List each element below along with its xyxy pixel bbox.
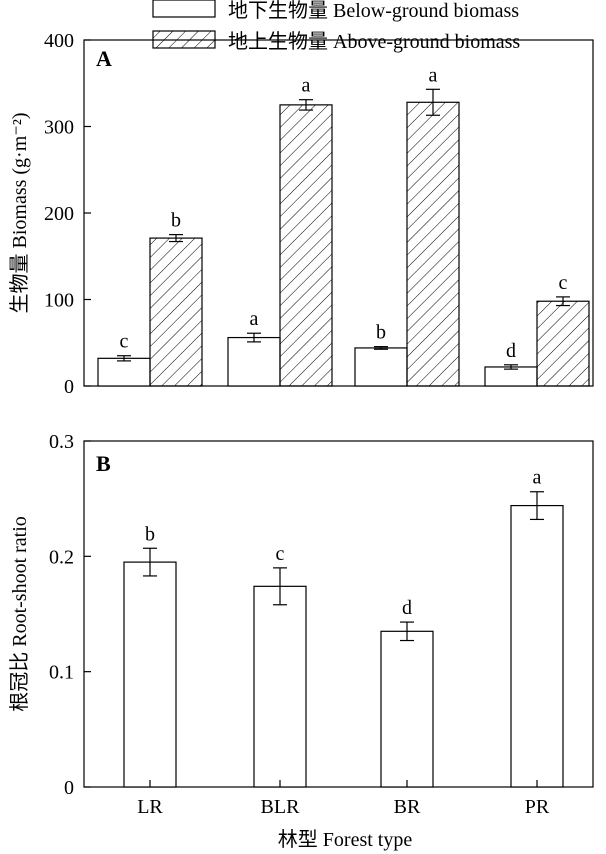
- panel-a: A 生物量 Biomass (g·m⁻²) 0 100 200 300 400 c a b d…: [8, 30, 594, 398]
- y-tick-label: 0: [64, 777, 74, 799]
- significance-letter: d: [506, 340, 516, 362]
- bar-ratio-BLR: [253, 585, 307, 788]
- bar-ratio-PR: [510, 504, 564, 788]
- bar-below-PR: [484, 366, 538, 387]
- y-tick-label: 0.2: [49, 546, 74, 568]
- significance-letter: a: [429, 64, 438, 86]
- y-tick-label: 200: [44, 203, 74, 225]
- y-tick-label: 100: [44, 290, 74, 312]
- y-tick-label: 300: [44, 117, 74, 139]
- panel-a-y-ticks: 0 100 200 300 400: [44, 30, 91, 398]
- bar-above-PR: [536, 300, 590, 387]
- bar-below-BR: [354, 347, 408, 387]
- y-tick-label: 0: [64, 376, 74, 398]
- bar-above-LR: [149, 237, 203, 387]
- x-tick-label-BLR: BLR: [261, 796, 301, 818]
- x-tick-label-BR: BR: [394, 796, 421, 818]
- significance-letter: c: [559, 272, 568, 294]
- x-tick-label-PR: PR: [525, 796, 550, 818]
- y-tick-label: 400: [44, 30, 74, 52]
- bar-below-BLR: [227, 336, 281, 387]
- legend: 地下生物量 Below-ground biomass 地上生物量 Above-g…: [152, 0, 520, 53]
- bar-above-BR: [406, 101, 460, 387]
- y-tick-label: 0.1: [49, 662, 74, 684]
- significance-letter: c: [276, 543, 285, 565]
- panel-a-bars: c a b d b a a c: [97, 64, 590, 387]
- panel-b-y-axis-label: 根冠比 Root-shoot ratio: [8, 516, 31, 712]
- significance-letter: b: [171, 210, 181, 232]
- significance-letter: a: [533, 467, 542, 489]
- significance-letter: b: [145, 523, 155, 545]
- x-axis-label: 林型 Forest type: [278, 828, 413, 851]
- bar-ratio-BR: [380, 630, 434, 788]
- legend-swatch-below: [152, 0, 216, 18]
- bar-below-LR: [97, 357, 151, 387]
- legend-label-above: 地上生物量 Above-ground biomass: [228, 30, 520, 53]
- panel-a-label: A: [96, 46, 112, 71]
- panel-b-bars: b c d a: [123, 467, 564, 788]
- panel-b-label: B: [96, 451, 111, 476]
- y-tick-label: 0.3: [49, 431, 74, 453]
- significance-letter: a: [250, 308, 259, 330]
- bar-ratio-LR: [123, 561, 177, 788]
- x-tick-label-LR: LR: [137, 796, 163, 818]
- panel-b-x-ticks: LR BLR BR PR: [137, 780, 550, 818]
- panel-b-y-ticks: 0 0.1 0.2 0.3: [49, 431, 91, 799]
- significance-letter: a: [302, 75, 311, 97]
- panel-b: B 根冠比 Root-shoot ratio 0 0.1 0.2 0.3 b c d a L…: [8, 431, 594, 851]
- significance-letter: d: [402, 597, 412, 619]
- panel-a-y-axis-label: 生物量 Biomass (g·m⁻²): [8, 113, 31, 314]
- legend-label-below: 地下生物量 Below-ground biomass: [228, 0, 519, 22]
- panel-b-frame: [83, 440, 594, 788]
- significance-letter: c: [120, 331, 129, 353]
- significance-letter: b: [376, 322, 386, 344]
- bar-above-BLR: [279, 104, 333, 387]
